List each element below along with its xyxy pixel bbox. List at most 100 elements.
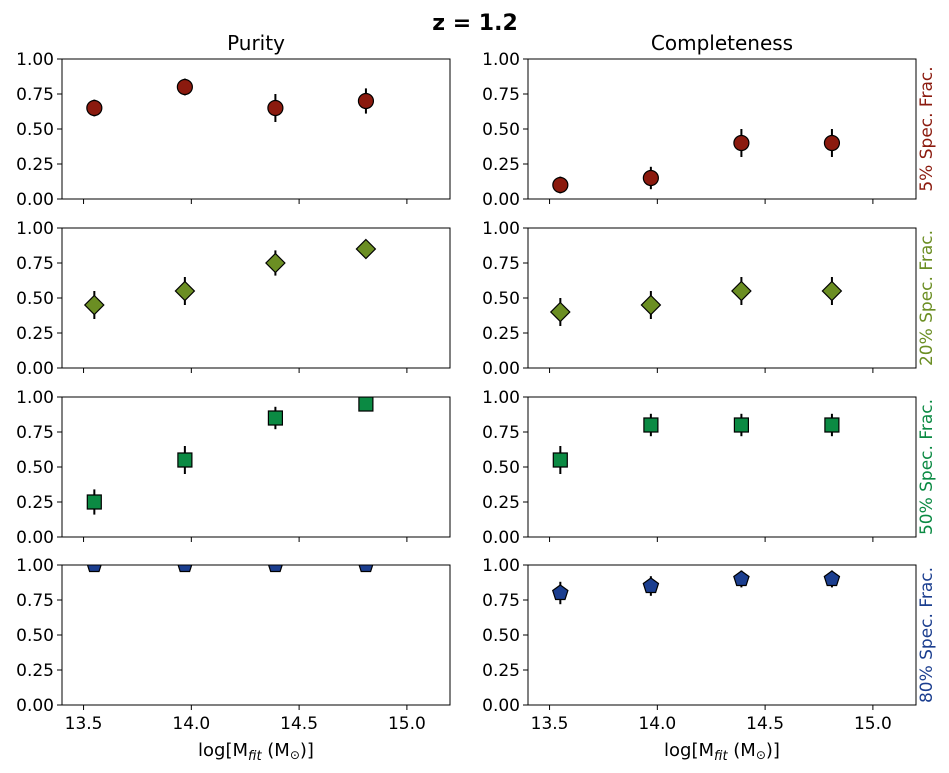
series-2-1: [552, 413, 840, 474]
y-tick-label: 0.00: [16, 696, 54, 716]
y-tick-label: 0.50: [16, 289, 54, 309]
y-tick-label: 1.00: [482, 388, 520, 408]
data-point: [824, 417, 840, 433]
panel-row2-col1: 0.00 0.25 0.50 0.75 1.00: [482, 388, 917, 548]
panel-row0-col0: 0.00 0.25 0.50 0.75 1.00: [16, 50, 451, 210]
row-label-1: 20% Spec. Frac.: [917, 230, 937, 366]
y-tick-label: 0.25: [482, 493, 520, 513]
x-axis-label: log[Mfit (M⊙)]: [198, 740, 314, 764]
data-point: [267, 565, 283, 573]
panel-frame: [61, 396, 451, 538]
y-tick-label: 0.00: [16, 359, 54, 379]
series-1-1: [549, 277, 843, 326]
y-tick-label: 1.00: [16, 556, 54, 576]
panel-frame: [61, 564, 451, 706]
data-point: [642, 169, 659, 187]
y-tick-label: 0.25: [16, 324, 54, 344]
series-3-1: [551, 570, 841, 605]
data-point: [552, 176, 569, 194]
y-tick-label: 0.25: [16, 661, 54, 681]
y-tick-label: 1.00: [16, 50, 54, 70]
data-point: [733, 417, 750, 433]
y-tick-label: 0.00: [482, 696, 520, 716]
data-point: [733, 134, 750, 152]
y-tick-label: 0.50: [16, 458, 54, 478]
y-tick-label: 0.75: [482, 423, 520, 443]
x-tick-label: 15.0: [854, 714, 892, 734]
y-tick-label: 1.00: [482, 219, 520, 239]
y-tick-label: 0.00: [482, 528, 520, 548]
y-tick-label: 1.00: [16, 388, 54, 408]
panel-frame: [61, 58, 451, 200]
panel-row0-col1: 0.00 0.25 0.50 0.75 1.00: [482, 50, 917, 210]
figure-title: z = 1.2: [432, 11, 518, 36]
panel-row3-col0: 0.00 0.25 0.50 0.75 1.00 13.5 14.0 14.5 15.0: [16, 556, 451, 734]
y-tick-label: 1.00: [482, 556, 520, 576]
y-tick-label: 0.25: [482, 661, 520, 681]
y-tick-label: 0.25: [482, 324, 520, 344]
series-0-0: [86, 78, 375, 122]
panel-row1-col1: 0.00 0.25 0.50 0.75 1.00: [482, 219, 917, 379]
row-label-0: 5% Spec. Frac.: [917, 66, 937, 191]
y-tick-label: 0.75: [16, 591, 54, 611]
x-tick-label: 14.5: [746, 714, 784, 734]
data-point: [177, 565, 193, 573]
x-tick-label: 14.0: [172, 714, 210, 734]
data-point: [640, 294, 662, 316]
y-tick-label: 1.00: [482, 50, 520, 70]
series-2-0: [86, 397, 374, 515]
y-tick-label: 0.75: [16, 423, 54, 443]
row-label-2: 50% Spec. Frac.: [917, 399, 937, 535]
data-point: [549, 301, 571, 323]
data-point: [267, 410, 283, 426]
data-point: [357, 92, 375, 110]
y-tick-label: 0.00: [482, 359, 520, 379]
data-point: [821, 280, 843, 302]
panel-row3-col1: 0.00 0.25 0.50 0.75 1.00 13.5 14.0 14.5 15.0: [482, 556, 917, 734]
column-title-completeness: Completeness: [651, 31, 793, 55]
y-tick-label: 0.00: [16, 528, 54, 548]
y-tick-label: 0.50: [482, 458, 520, 478]
y-tick-label: 0.00: [482, 190, 520, 210]
y-tick-label: 0.75: [482, 254, 520, 274]
panel-frame: [527, 396, 917, 538]
data-point: [86, 565, 102, 573]
y-tick-label: 0.50: [482, 626, 520, 646]
y-tick-label: 1.00: [16, 219, 54, 239]
data-point: [174, 280, 196, 302]
y-tick-label: 0.75: [16, 85, 54, 105]
x-tick-label: 14.5: [280, 714, 318, 734]
series-1-0: [83, 238, 377, 319]
data-point: [83, 294, 105, 316]
data-point: [355, 238, 377, 260]
data-point: [86, 494, 102, 510]
data-point: [177, 452, 193, 468]
panel-frame: [527, 58, 917, 200]
series-3-0: [86, 565, 374, 573]
y-tick-label: 0.00: [16, 190, 54, 210]
y-tick-label: 0.25: [482, 155, 520, 175]
data-point: [358, 565, 374, 573]
y-tick-label: 0.75: [482, 591, 520, 611]
data-point: [86, 99, 103, 117]
data-point: [731, 280, 752, 302]
y-tick-label: 0.50: [482, 120, 520, 140]
x-tick-label: 14.0: [638, 714, 676, 734]
data-point: [265, 252, 286, 274]
data-point: [643, 417, 659, 433]
data-point: [358, 397, 374, 412]
data-point: [551, 584, 569, 601]
data-point: [267, 99, 284, 117]
x-tick-label: 13.5: [531, 714, 569, 734]
y-tick-label: 0.75: [16, 254, 54, 274]
panel-row2-col0: 0.00 0.25 0.50 0.75 1.00: [16, 388, 451, 548]
y-tick-label: 0.50: [16, 626, 54, 646]
data-point: [733, 570, 750, 587]
series-0-1: [552, 129, 841, 194]
x-axis-label: log[Mfit (M⊙)]: [664, 740, 780, 764]
data-point: [552, 452, 568, 468]
panel-frame: [61, 227, 451, 369]
data-point: [823, 134, 841, 152]
y-tick-label: 0.75: [482, 85, 520, 105]
